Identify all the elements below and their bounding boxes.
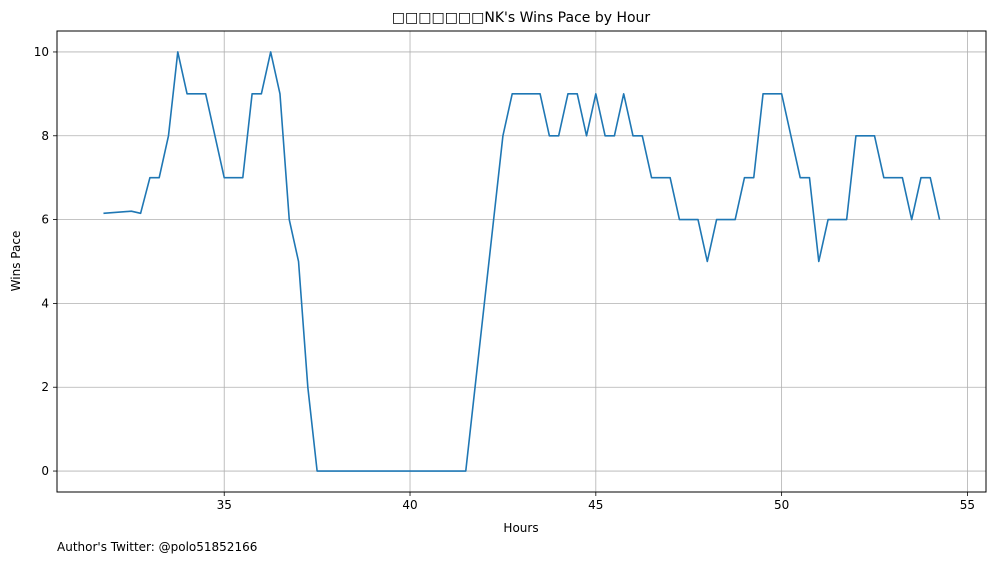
y-tick-label: 0 bbox=[41, 464, 49, 478]
y-tick-label: 6 bbox=[41, 213, 49, 227]
x-tick-label: 55 bbox=[960, 498, 975, 512]
chart-title: □□□□□□□NK's Wins Pace by Hour bbox=[392, 10, 651, 26]
plot-frame bbox=[56, 30, 987, 493]
x-tick-label: 40 bbox=[402, 498, 417, 512]
y-tick-label: 8 bbox=[41, 129, 49, 143]
y-axis-ticks: 0 2 4 6 8 10 bbox=[34, 45, 57, 478]
x-tick-label: 45 bbox=[588, 498, 603, 512]
y-tick-label: 4 bbox=[41, 296, 49, 310]
series-line-wins-pace bbox=[103, 51, 941, 472]
author-credit: Author's Twitter: @polo51852166 bbox=[57, 540, 257, 554]
series-layer bbox=[103, 51, 941, 472]
y-tick-label: 10 bbox=[34, 45, 49, 59]
x-tick-label: 35 bbox=[217, 498, 232, 512]
y-tick-label: 2 bbox=[41, 380, 49, 394]
y-axis-label: Wins Pace bbox=[9, 231, 23, 292]
x-axis-label: Hours bbox=[503, 521, 538, 535]
x-tick-label: 50 bbox=[774, 498, 789, 512]
x-axis-ticks: 35 40 45 50 55 bbox=[217, 492, 975, 512]
